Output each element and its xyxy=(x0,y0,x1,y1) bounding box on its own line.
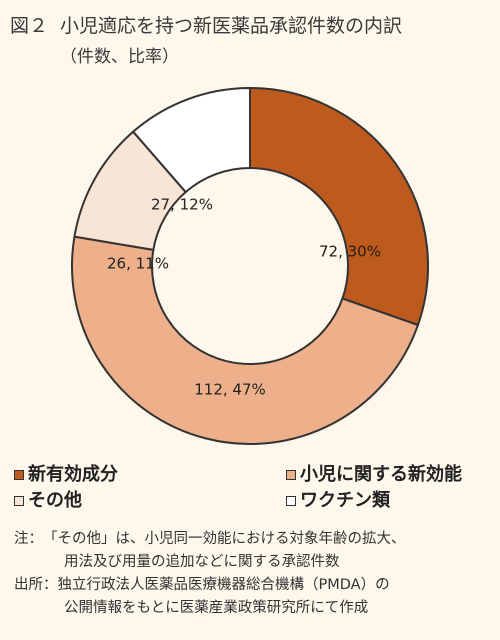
legend-item-new-pediatric-indication: 小児に関する新効能 xyxy=(286,462,462,488)
legend-label: 新有効成分 xyxy=(28,464,118,485)
data-label-new-pediatric-indication: 112, 47% xyxy=(194,381,266,399)
chart-notes: 注：「その他」は、小児同一効能における対象年齢の拡大、 用法及び用量の追加などに… xyxy=(14,528,494,620)
legend-swatch xyxy=(14,470,24,480)
slice-new-pediatric-indication xyxy=(71,235,420,445)
legend-item-new-active-ingredient: 新有効成分 xyxy=(14,462,118,488)
legend-item-vaccines: ワクチン類 xyxy=(286,488,390,514)
data-label-other: 26, 11% xyxy=(107,255,169,273)
legend-swatch xyxy=(286,496,296,506)
source-row: 出所：独立行政法人医薬品医療機器総合機構（PMDA）の xyxy=(14,574,494,597)
donut-slices xyxy=(71,86,429,445)
note-label: 注： xyxy=(14,531,43,547)
data-label-new-active-ingredient: 72, 30% xyxy=(319,243,381,261)
legend-label: ワクチン類 xyxy=(300,490,390,511)
legend-item-other: その他 xyxy=(14,488,82,514)
note-row-continued: 用法及び用量の追加などに関する承認件数 xyxy=(14,551,494,574)
figure-title-line: 図２ 小児適応を持つ新医薬品承認件数の内訳 xyxy=(10,12,495,40)
note-row: 注：「その他」は、小児同一効能における対象年齢の拡大、 xyxy=(14,528,494,551)
note-text-line2: 用法及び用量の追加などに関する承認件数 xyxy=(64,554,340,570)
legend-label: その他 xyxy=(28,490,82,511)
data-label-vaccines: 27, 12% xyxy=(151,196,213,214)
source-text-line1: 独立行政法人医薬品医療機器総合機構（PMDA）の xyxy=(57,577,390,593)
source-text-line2: 公開情報をもとに医薬産業政策研究所にて作成 xyxy=(64,600,369,616)
legend-swatch xyxy=(286,470,296,480)
source-label: 出所： xyxy=(14,577,58,593)
donut-chart: 72, 30% 112, 47% 26, 11% 27, 12% xyxy=(71,86,429,445)
legend-swatch xyxy=(14,496,24,506)
figure-number: 図２ xyxy=(10,15,49,37)
note-text-line1: 「その他」は、小児同一効能における対象年齢の拡大、 xyxy=(43,531,406,547)
figure-subtitle: （件数、比率） xyxy=(60,47,179,67)
slice-new-active-ingredient xyxy=(249,86,429,327)
slice-vaccines xyxy=(131,86,251,194)
legend-label: 小児に関する新効能 xyxy=(300,464,462,485)
donut-data-labels: 72, 30% 112, 47% 26, 11% 27, 12% xyxy=(107,196,381,399)
figure-title: 小児適応を持つ新医薬品承認件数の内訳 xyxy=(60,15,403,37)
source-row-continued: 公開情報をもとに医薬産業政策研究所にて作成 xyxy=(14,597,494,620)
